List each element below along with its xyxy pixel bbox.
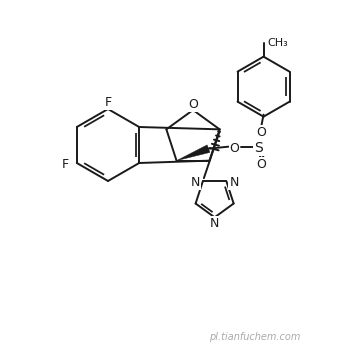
Text: pl.tianfuchem.com: pl.tianfuchem.com [209,332,301,342]
Text: F: F [62,158,69,171]
Polygon shape [176,145,210,161]
Text: N: N [190,176,200,189]
Text: N: N [210,217,219,230]
Text: O: O [188,98,198,111]
Text: N: N [229,176,239,189]
Text: CH₃: CH₃ [267,38,288,48]
Text: O: O [257,158,266,171]
Text: O: O [230,141,239,155]
Text: O: O [257,126,266,139]
Text: S: S [254,141,263,155]
Text: F: F [104,96,112,109]
